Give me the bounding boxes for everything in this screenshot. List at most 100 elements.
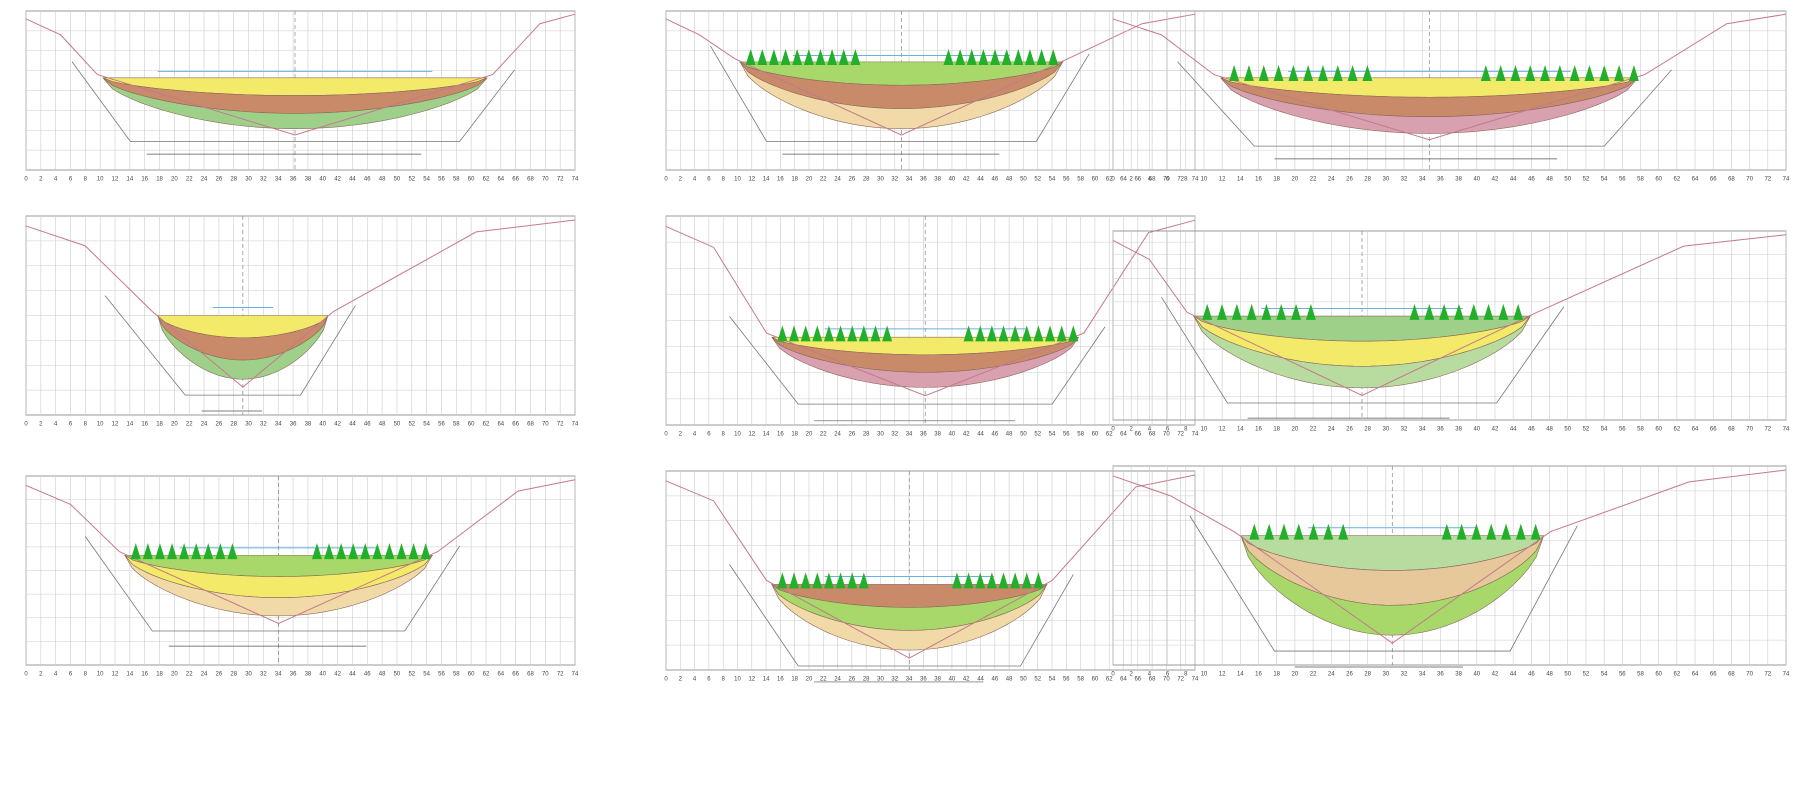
tree xyxy=(227,543,237,559)
tree xyxy=(1279,524,1289,540)
tree xyxy=(839,49,849,65)
x-tick-label: 30 xyxy=(245,177,252,183)
tree xyxy=(191,543,201,559)
x-tick-label: 22 xyxy=(186,177,193,183)
tree xyxy=(1247,304,1257,320)
x-tick-label: 66 xyxy=(1710,672,1717,678)
x-tick-label: 54 xyxy=(1601,672,1608,678)
x-tick-label: 22 xyxy=(820,432,827,438)
x-tick-label: 14 xyxy=(127,422,134,428)
tree xyxy=(1288,65,1298,81)
x-tick-label: 10 xyxy=(1201,427,1208,433)
tree xyxy=(397,543,407,559)
tree xyxy=(215,543,225,559)
tree xyxy=(757,49,767,65)
x-tick-label: 28 xyxy=(1364,672,1371,678)
x-tick-label: 62 xyxy=(1674,177,1681,183)
x-tick-label: 62 xyxy=(1674,427,1681,433)
cross-section-figure: 0246810121416182022242628303234363840424… xyxy=(0,0,1804,793)
tree xyxy=(1410,304,1420,320)
x-tick-label: 52 xyxy=(408,422,415,428)
x-tick-label: 18 xyxy=(1273,177,1280,183)
tree xyxy=(360,543,370,559)
tree xyxy=(1481,65,1491,81)
tree xyxy=(1498,304,1508,320)
tree xyxy=(746,49,756,65)
x-tick-label: 44 xyxy=(977,177,984,183)
x-tick-label: 46 xyxy=(1528,177,1535,183)
x-tick-label: 54 xyxy=(1049,677,1056,683)
x-tick-label: 28 xyxy=(230,422,237,428)
x-tick-label: 32 xyxy=(260,422,267,428)
x-tick-label: 14 xyxy=(763,432,770,438)
x-tick-label: 32 xyxy=(1401,672,1408,678)
x-tick-label: 64 xyxy=(497,177,504,183)
x-tick-label: 16 xyxy=(1255,177,1262,183)
tree xyxy=(1291,304,1301,320)
x-tick-label: 30 xyxy=(245,422,252,428)
x-tick-label: 30 xyxy=(1382,672,1389,678)
tree xyxy=(836,325,846,341)
tree xyxy=(372,543,382,559)
tree xyxy=(1454,304,1464,320)
page: 0246810121416182022242628303234363840424… xyxy=(0,0,1804,793)
x-tick-label: 50 xyxy=(394,177,401,183)
x-tick-label: 2 xyxy=(39,672,43,678)
x-tick-label: 26 xyxy=(1346,672,1353,678)
x-tick-label: 56 xyxy=(438,672,445,678)
x-tick-label: 64 xyxy=(1120,177,1127,183)
x-tick-label: 60 xyxy=(1655,427,1662,433)
x-tick-label: 40 xyxy=(319,177,326,183)
x-tick-label: 20 xyxy=(806,677,813,683)
x-tick-label: 48 xyxy=(379,422,386,428)
x-tick-label: 52 xyxy=(1034,677,1041,683)
x-tick-label: 6 xyxy=(69,672,73,678)
x-tick-label: 44 xyxy=(349,672,356,678)
x-tick-label: 8 xyxy=(1184,672,1188,678)
x-tick-label: 44 xyxy=(1510,427,1517,433)
x-tick-label: 70 xyxy=(542,177,549,183)
tree xyxy=(1033,325,1043,341)
x-tick-label: 74 xyxy=(1783,427,1790,433)
tree xyxy=(975,572,985,588)
tree xyxy=(1555,65,1565,81)
x-tick-label: 6 xyxy=(707,177,711,183)
x-tick-label: 6 xyxy=(707,677,711,683)
x-tick-label: 60 xyxy=(1092,677,1099,683)
tree xyxy=(1294,524,1304,540)
x-tick-label: 18 xyxy=(791,177,798,183)
x-tick-label: 48 xyxy=(1006,177,1013,183)
x-tick-label: 40 xyxy=(949,177,956,183)
x-tick-label: 28 xyxy=(863,177,870,183)
x-tick-label: 16 xyxy=(777,432,784,438)
x-tick-label: 64 xyxy=(497,422,504,428)
x-tick-label: 36 xyxy=(290,422,297,428)
x-tick-label: 0 xyxy=(1111,672,1115,678)
x-tick-label: 0 xyxy=(1111,427,1115,433)
x-tick-label: 72 xyxy=(1764,427,1771,433)
x-tick-label: 46 xyxy=(364,177,371,183)
x-tick-label: 4 xyxy=(693,432,697,438)
x-tick-label: 42 xyxy=(334,422,341,428)
tree xyxy=(179,543,189,559)
x-tick-label: 52 xyxy=(408,672,415,678)
x-tick-label: 30 xyxy=(1382,177,1389,183)
tree xyxy=(999,572,1009,588)
x-tick-label: 18 xyxy=(1273,672,1280,678)
x-tick-label: 8 xyxy=(84,672,88,678)
tree xyxy=(789,572,799,588)
x-tick-label: 68 xyxy=(527,422,534,428)
tree xyxy=(1306,304,1316,320)
x-tick-label: 42 xyxy=(963,177,970,183)
x-tick-label: 20 xyxy=(171,672,178,678)
tree xyxy=(1531,524,1541,540)
x-tick-label: 46 xyxy=(364,672,371,678)
x-tick-label: 2 xyxy=(39,422,43,428)
tree xyxy=(1513,304,1523,320)
x-tick-label: 32 xyxy=(1401,427,1408,433)
x-tick-label: 54 xyxy=(1049,432,1056,438)
tree xyxy=(781,49,791,65)
x-tick-label: 56 xyxy=(1619,427,1626,433)
x-tick-label: 48 xyxy=(1546,177,1553,183)
